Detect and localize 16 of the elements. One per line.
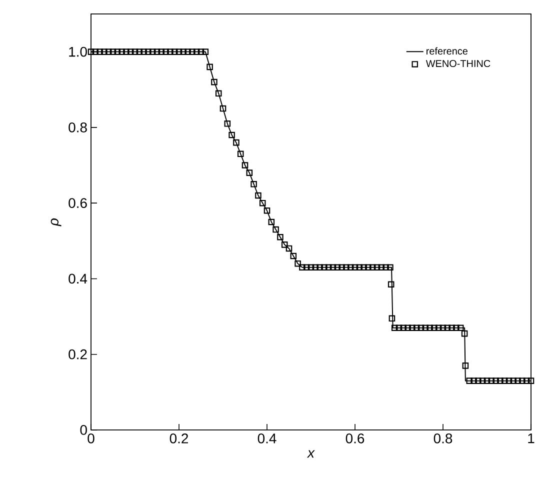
y-axis-title: ρ (50, 218, 62, 226)
y-tick-label: 0 (80, 425, 87, 435)
y-tick-label: 0.8 (68, 122, 87, 132)
x-tick-label: 0 (88, 433, 94, 444)
y-tick-label: 0.6 (68, 198, 87, 208)
x-tick-label: 0.2 (170, 433, 188, 444)
x-axis-title: x (306, 450, 315, 458)
legend-label: reference (426, 47, 468, 55)
x-tick-label: 1 (528, 434, 534, 444)
y-tick-label: 0.4 (68, 274, 88, 284)
x-tick-label: 0.8 (434, 433, 452, 444)
x-tick-label: 0.6 (346, 433, 364, 444)
x-tick-label: 0.4 (258, 433, 276, 444)
y-tick-label: 0.2 (68, 349, 87, 360)
y-tick-label: 1.0 (69, 46, 87, 57)
legend-label: WENO-THINC (426, 60, 490, 68)
